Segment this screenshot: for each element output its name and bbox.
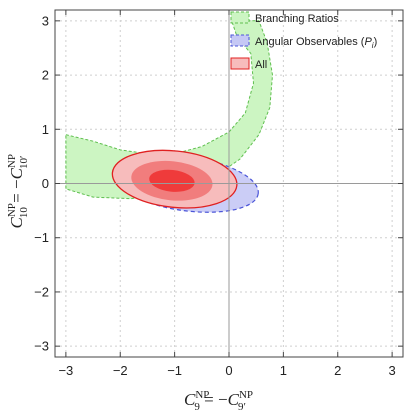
x-tick-label: −2 bbox=[113, 363, 128, 378]
x-tick-label: 3 bbox=[389, 363, 396, 378]
legend-label: Branching Ratios bbox=[255, 13, 339, 25]
x-tick-label: 2 bbox=[334, 363, 341, 378]
y-tick-label: −1 bbox=[34, 230, 49, 245]
legend-swatch bbox=[230, 57, 250, 70]
y-axis-label: CNP10 = −CNP10′ bbox=[6, 154, 30, 229]
y-tick-label: −2 bbox=[34, 284, 49, 299]
legend-swatch bbox=[230, 34, 250, 47]
x-tick-label: 1 bbox=[280, 363, 287, 378]
y-tick-label: 0 bbox=[42, 176, 49, 191]
legend-label: All bbox=[255, 59, 267, 71]
legend: Branching Ratios Angular Observables (Pi)… bbox=[230, 11, 377, 71]
legend-label: Angular Observables (Pi) bbox=[255, 36, 377, 50]
x-tick-label: 0 bbox=[225, 363, 232, 378]
region-all-contour-3 bbox=[149, 169, 195, 192]
regions bbox=[65, 20, 274, 213]
x-axis-label: CNP 9 = −CNP 9′ bbox=[184, 389, 253, 413]
y-tick-label: 3 bbox=[42, 13, 49, 28]
legend-swatch bbox=[230, 11, 250, 24]
x-tick-label: −3 bbox=[58, 363, 73, 378]
y-tick-label: −3 bbox=[34, 339, 49, 354]
y-tick-label: 1 bbox=[42, 122, 49, 137]
x-tick-label: −1 bbox=[167, 363, 182, 378]
zero-lines bbox=[55, 10, 403, 357]
ticks: −3 −2 −1 0 1 2 3 −3 −2 −1 0 1 2 3 bbox=[34, 10, 403, 378]
y-tick-label: 2 bbox=[42, 68, 49, 83]
